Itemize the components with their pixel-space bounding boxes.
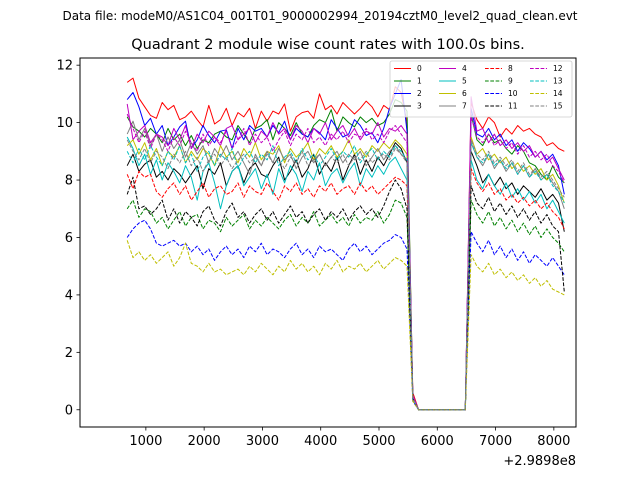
series-line-0 — [126, 77, 565, 411]
legend-label-11: 11 — [508, 102, 518, 111]
y-tick-label: 4 — [65, 288, 73, 303]
series-line-8 — [126, 168, 565, 411]
x-tick-label: 3000 — [246, 434, 279, 449]
x-tick-label: 8000 — [537, 434, 570, 449]
chart-title: Quadrant 2 module wise count rates with … — [131, 37, 525, 53]
legend-label-9: 9 — [508, 77, 513, 86]
legend-label-2: 2 — [417, 89, 422, 98]
series-line-5 — [126, 136, 565, 411]
legend-label-14: 14 — [553, 89, 563, 98]
series-line-10 — [126, 219, 565, 411]
y-axis: 0 2 4 6 8 10 12 — [56, 59, 80, 418]
legend-label-0: 0 — [417, 64, 422, 73]
series-line-2 — [126, 79, 565, 411]
legend-label-3: 3 — [417, 102, 422, 111]
series-line-12 — [126, 113, 565, 411]
legend-label-4: 4 — [462, 64, 467, 73]
legend-label-13: 13 — [553, 77, 563, 86]
series-line-13 — [126, 142, 565, 411]
y-tick-label: 0 — [65, 403, 73, 418]
y-tick-label: 2 — [65, 346, 73, 361]
series-line-11 — [126, 176, 565, 411]
series-line-14 — [126, 240, 565, 411]
x-tick-label: 7000 — [479, 434, 512, 449]
x-tick-label: 5000 — [362, 434, 395, 449]
x-tick-label: 4000 — [304, 434, 337, 449]
y-tick-label: 10 — [56, 116, 73, 131]
plot-frame — [79, 57, 577, 428]
legend-label-10: 10 — [508, 89, 518, 98]
legend-label-5: 5 — [462, 77, 467, 86]
series-line-7 — [126, 120, 565, 411]
data-file-label: Data file: modeM0/AS1C04_001T01_90000029… — [62, 9, 577, 23]
x-offset-label: +2.9898e8 — [503, 454, 576, 469]
legend-label-8: 8 — [508, 64, 513, 73]
y-tick-label: 8 — [65, 174, 73, 189]
legend-label-7: 7 — [462, 102, 467, 111]
legend-label-1: 1 — [417, 77, 422, 86]
legend-box — [389, 60, 573, 118]
x-tick-label: 2000 — [188, 434, 221, 449]
series-line-15 — [126, 139, 565, 411]
legend-label-12: 12 — [553, 64, 563, 73]
series-layer — [126, 77, 565, 411]
x-tick-label: 1000 — [129, 434, 162, 449]
y-tick-label: 6 — [65, 231, 73, 246]
x-tick-label: 6000 — [421, 434, 454, 449]
legend-label-15: 15 — [553, 102, 563, 111]
legend-label-6: 6 — [462, 89, 467, 98]
plot-area — [80, 58, 576, 427]
series-line-9 — [126, 199, 565, 411]
x-axis: 1000 2000 3000 4000 5000 6000 7000 8000 — [129, 427, 570, 449]
y-tick-label: 12 — [56, 59, 73, 74]
series-line-4 — [126, 96, 565, 411]
